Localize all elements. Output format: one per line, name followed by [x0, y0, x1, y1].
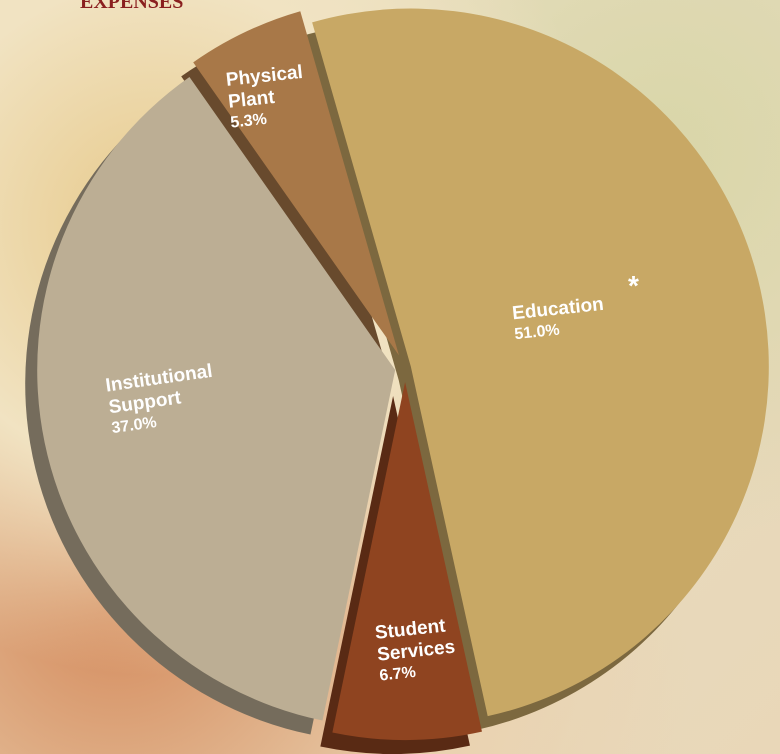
slice	[193, 11, 399, 356]
slice	[312, 8, 769, 717]
slice	[332, 381, 482, 740]
annotation: *	[628, 270, 639, 301]
chart-title: EXPENSES	[80, 0, 184, 13]
slice-label: Physical Plant 5.3%	[225, 58, 341, 133]
slice-label: Student Services 6.7%	[374, 611, 490, 686]
slice	[37, 77, 396, 721]
